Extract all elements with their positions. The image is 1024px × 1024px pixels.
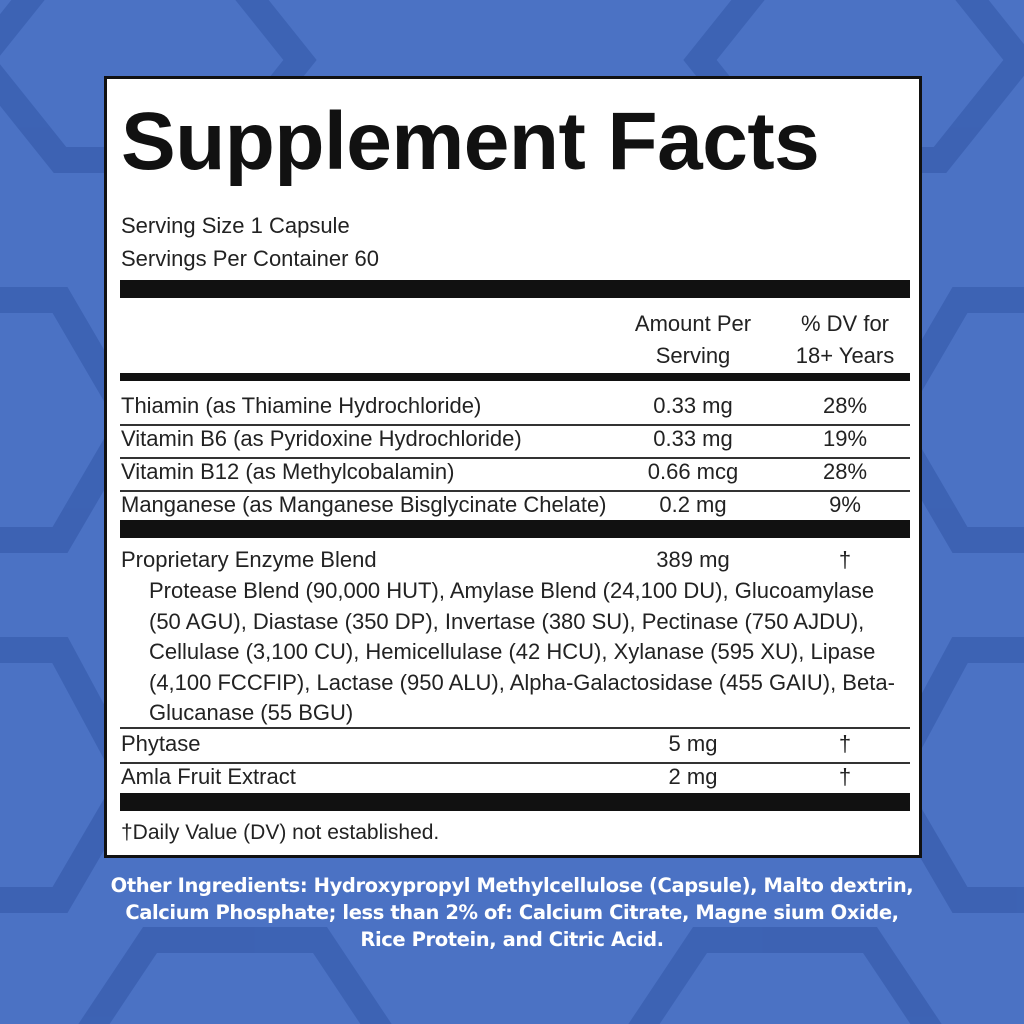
amount-header-line1: Amount Per xyxy=(634,311,752,336)
supplement-facts-panel: Supplement Facts Serving Size 1 Capsule … xyxy=(104,76,922,858)
row-name: Vitamin B6 (as Pyridoxine Hydrochloride) xyxy=(121,426,522,451)
blend-amount: 389 mg xyxy=(656,547,730,572)
divider-thin xyxy=(120,424,910,426)
row-amount: 0.33 mg xyxy=(653,393,733,418)
blend-ingredients: Protease Blend (90,000 HUT), Amylase Ble… xyxy=(149,578,895,725)
title: Supplement Facts xyxy=(121,96,820,187)
row-amount: 2 mg xyxy=(668,764,718,789)
row-name: Amla Fruit Extract xyxy=(121,764,296,789)
amount-header-line2: Serving xyxy=(655,343,731,368)
row-dv: 9% xyxy=(829,492,861,517)
row-amount: 0.2 mg xyxy=(659,492,727,517)
footnote: †Daily Value (DV) not established. xyxy=(121,821,440,844)
row-name: Vitamin B12 (as Methylcobalamin) xyxy=(121,459,455,484)
divider-thick xyxy=(120,280,910,298)
row-dv: † xyxy=(838,764,852,789)
blend-name: Proprietary Enzyme Blend xyxy=(121,547,377,572)
dv-header-line2: 18+ Years xyxy=(795,343,895,368)
serving-size: Serving Size 1 Capsule xyxy=(121,213,350,238)
row-amount: 5 mg xyxy=(668,731,718,756)
row-dv: 28% xyxy=(822,459,868,484)
row-dv: † xyxy=(838,731,852,756)
row-dv: 28% xyxy=(822,393,868,418)
divider-thin xyxy=(120,762,910,764)
blend-dv: † xyxy=(838,547,852,572)
servings-per-container: Servings Per Container 60 xyxy=(121,246,380,271)
row-amount: 0.33 mg xyxy=(653,426,733,451)
other-ingredients: Other Ingredients: Hydroxypropyl Methylc… xyxy=(110,874,914,951)
row-name: Phytase xyxy=(121,731,201,756)
divider-thin xyxy=(120,457,910,459)
divider-thin xyxy=(120,727,910,729)
dv-header-line1: % DV for xyxy=(800,311,890,336)
row-name: Thiamin (as Thiamine Hydrochloride) xyxy=(121,393,482,418)
divider-thick xyxy=(120,793,910,811)
row-dv: 19% xyxy=(822,426,868,451)
divider-medium xyxy=(120,373,910,381)
dv-header: % DV for 18+ Years xyxy=(785,308,905,372)
row-amount: 0.66 mcg xyxy=(647,459,739,484)
divider-thick xyxy=(120,520,910,538)
divider-thin xyxy=(120,490,910,492)
row-name: Manganese (as Manganese Bisglycinate Che… xyxy=(121,492,607,517)
amount-header: Amount Per Serving xyxy=(613,308,773,372)
